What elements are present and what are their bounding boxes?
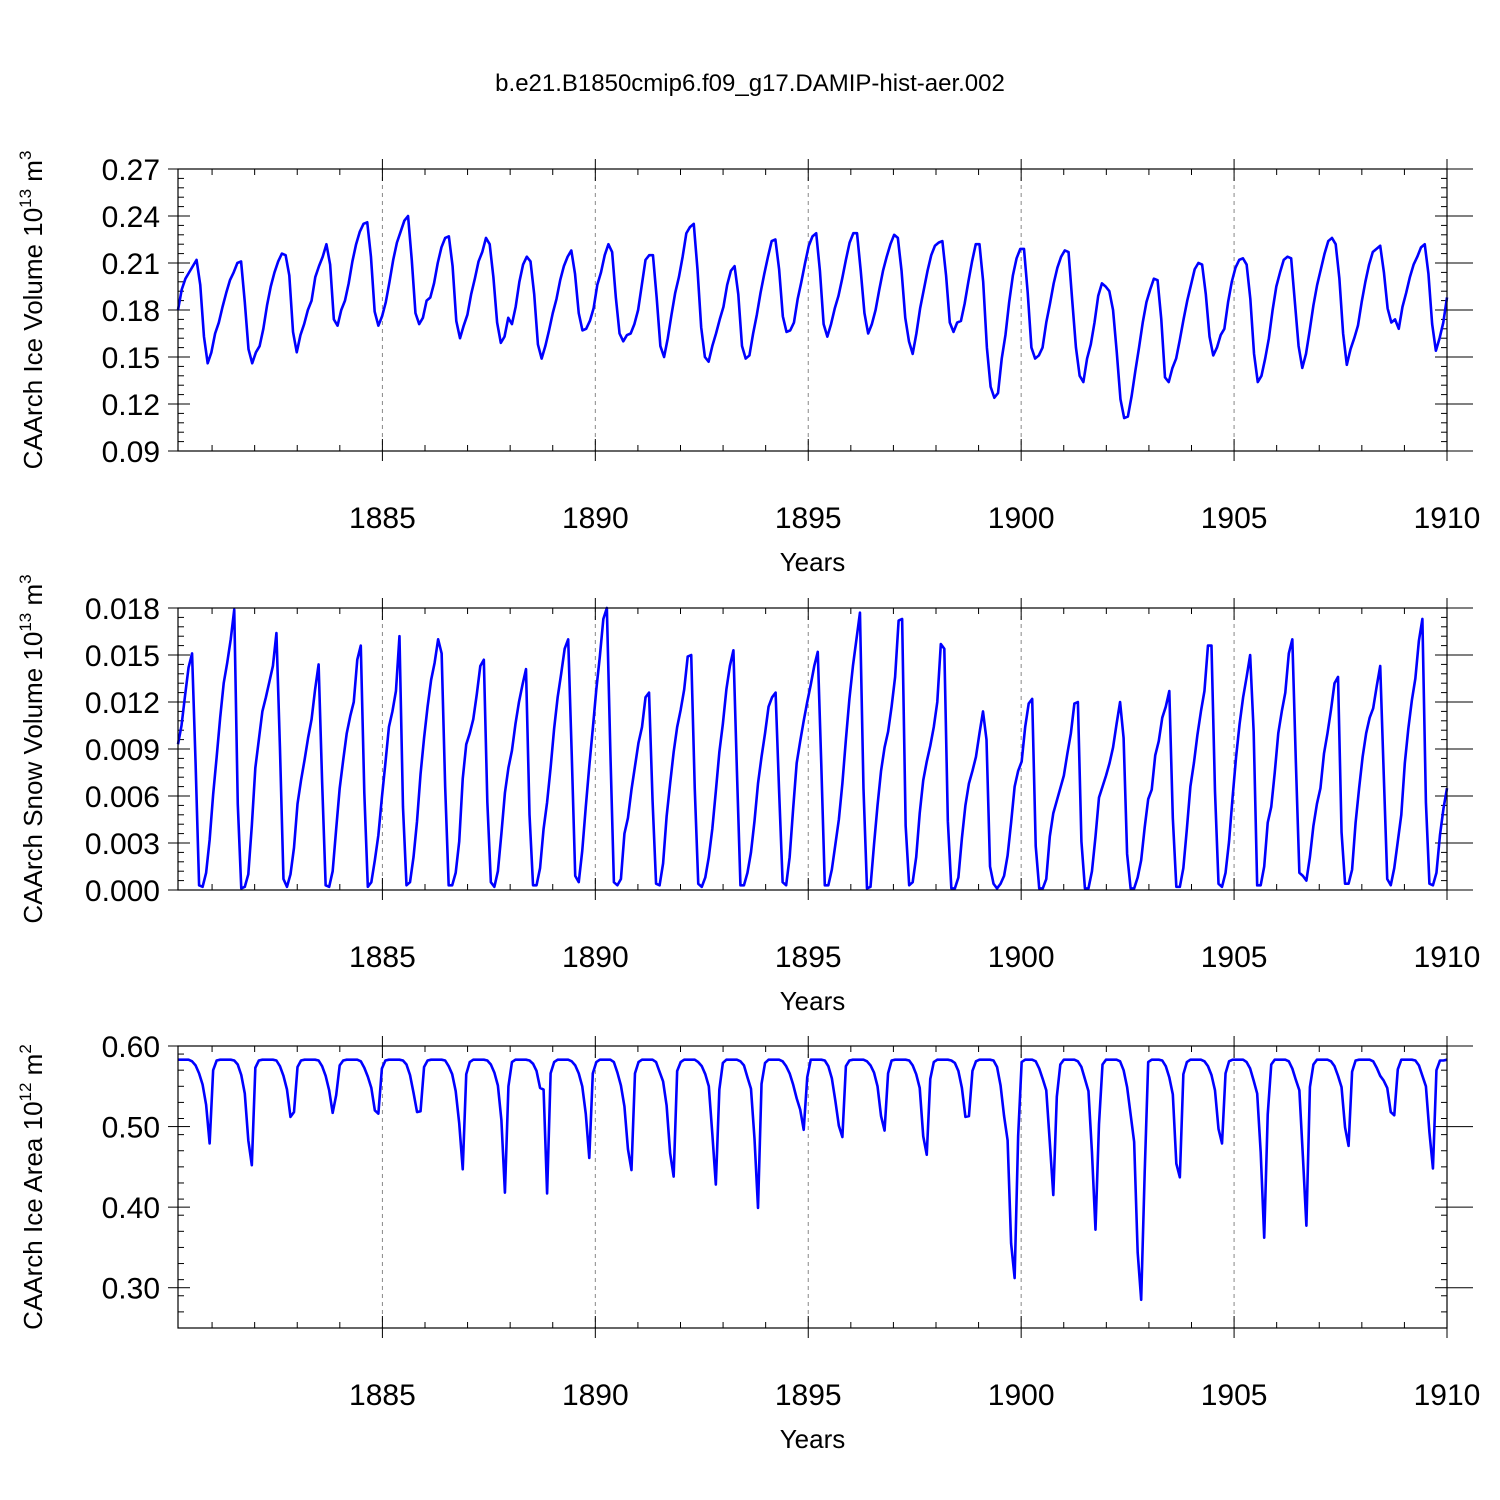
- y-tick-label: 0.24: [102, 201, 160, 234]
- plot-frame: [177, 168, 1448, 452]
- y-tick-label: 0.006: [85, 781, 160, 814]
- y-tick-label: 0.30: [102, 1273, 160, 1306]
- series-line-ice-volume: [176, 214, 1449, 420]
- x-tick-label: 1910: [1414, 502, 1481, 535]
- panel-ice-area: 0.30 0.40 0.50 0.60 1885 1890 1895 1900 1905 1910…: [16, 1031, 1480, 1454]
- figure-title: b.e21.B1850cmip6.f09_g17.DAMIP-hist-aer.…: [495, 70, 1005, 97]
- x-tick-label: 1900: [988, 1379, 1055, 1412]
- x-tick-label: 1910: [1414, 1379, 1481, 1412]
- x-tick-label: 1885: [349, 502, 416, 535]
- x-tick-label: 1905: [1201, 941, 1268, 974]
- y-axis-label-exponent: 12: [16, 1083, 35, 1102]
- y-tick-label: 0.27: [102, 154, 160, 187]
- y-axis-label: CAArch Ice Area 1012 m2: [16, 1044, 48, 1330]
- y-axis-label-exponent: 13: [16, 189, 35, 208]
- x-axis-label: Years: [780, 547, 846, 577]
- y-axis-label-text: CAArch Ice Volume 10: [18, 208, 48, 470]
- y-axis-label-unit-exponent: 3: [16, 151, 35, 160]
- y-tick-label: 0.60: [102, 1031, 160, 1064]
- y-tick-label: 0.003: [85, 828, 160, 861]
- plot-frame: [177, 1045, 1448, 1329]
- y-tick-label: 0.09: [102, 436, 160, 469]
- x-tick-label: 1905: [1201, 502, 1268, 535]
- y-axis-label-unit-exponent: 2: [16, 1044, 35, 1053]
- y-tick-label: 0.012: [85, 687, 160, 720]
- panel-ice-volume: 0.09 0.12 0.15 0.18 0.21 0.24 0.27 1885 1890 1895…: [16, 151, 1480, 577]
- y-axis-label-unit: m: [18, 160, 48, 189]
- x-tick-label: 1905: [1201, 1379, 1268, 1412]
- y-axis-label-unit: m: [18, 584, 48, 613]
- y-axis-label: CAArch Snow Volume 1013 m3: [16, 574, 48, 923]
- plot-frame: [177, 607, 1448, 891]
- y-tick-label: 0.40: [102, 1192, 160, 1225]
- y-tick-label: 0.50: [102, 1112, 160, 1145]
- series-line-ice-area: [178, 1058, 1448, 1302]
- x-tick-label: 1910: [1414, 941, 1481, 974]
- x-tick-label: 1900: [988, 941, 1055, 974]
- y-tick-label: 0.000: [85, 875, 160, 908]
- x-tick-label: 1890: [562, 941, 629, 974]
- y-tick-label: 0.15: [102, 342, 160, 375]
- y-tick-label: 0.21: [102, 248, 160, 281]
- y-axis-label-unit: m: [18, 1054, 48, 1083]
- x-axis-label: Years: [780, 1424, 846, 1454]
- y-axis-label: CAArch Ice Volume 1013 m3: [16, 151, 48, 470]
- x-tick-label: 1895: [775, 941, 842, 974]
- x-axis-label: Years: [780, 986, 846, 1016]
- x-tick-label: 1890: [562, 1379, 629, 1412]
- x-tick-label: 1900: [988, 502, 1055, 535]
- y-tick-label: 0.12: [102, 389, 160, 422]
- y-tick-label: 0.009: [85, 734, 160, 767]
- x-tick-label: 1885: [349, 1379, 416, 1412]
- y-axis-label-text: CAArch Snow Volume 10: [18, 632, 48, 924]
- panel-snow-volume: 0.000 0.003 0.006 0.009 0.012 0.015 0.018 1885 1…: [16, 574, 1480, 1016]
- y-tick-label: 0.018: [85, 593, 160, 626]
- y-tick-label: 0.18: [102, 295, 160, 328]
- x-tick-label: 1895: [775, 502, 842, 535]
- y-axis-label-unit-exponent: 3: [16, 574, 35, 583]
- series-line-snow-volume: [176, 606, 1449, 890]
- x-tick-label: 1895: [775, 1379, 842, 1412]
- y-tick-label: 0.015: [85, 640, 160, 673]
- x-tick-label: 1890: [562, 502, 629, 535]
- y-axis-label-text: CAArch Ice Area 10: [18, 1101, 48, 1329]
- y-axis-label-exponent: 13: [16, 613, 35, 632]
- x-tick-label: 1885: [349, 941, 416, 974]
